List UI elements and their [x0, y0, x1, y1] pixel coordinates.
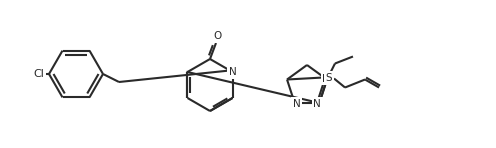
Text: S: S [326, 73, 332, 83]
Text: Cl: Cl [34, 69, 45, 79]
Text: O: O [213, 31, 221, 41]
Text: N: N [229, 67, 237, 77]
Text: N: N [313, 99, 321, 109]
Text: N: N [293, 99, 301, 109]
Text: N: N [322, 74, 330, 83]
